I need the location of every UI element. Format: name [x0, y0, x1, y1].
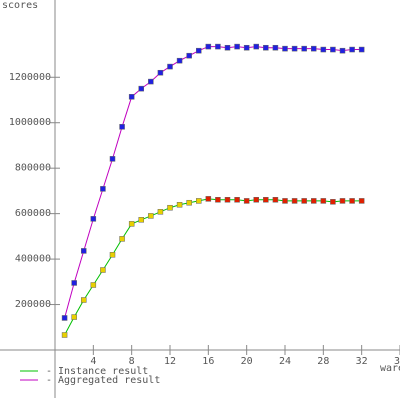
data-point [90, 216, 97, 222]
data-point [128, 94, 135, 100]
y-tick-label: 1200000 [9, 72, 51, 83]
data-point [100, 267, 106, 273]
data-point [205, 43, 212, 50]
data-point [272, 197, 279, 203]
data-point [186, 52, 192, 59]
data-point [109, 156, 116, 162]
data-point [61, 315, 68, 321]
data-point [128, 221, 135, 227]
data-point [167, 63, 173, 70]
data-point [205, 196, 212, 202]
legend-label: Aggregated result [58, 375, 160, 386]
x-tick-label: 32 [356, 356, 368, 367]
data-point [176, 57, 183, 64]
x-tick-label: 12 [164, 356, 176, 367]
data-point [291, 198, 298, 204]
data-point [358, 46, 365, 53]
y-tick-label: 200000 [15, 299, 51, 310]
data-point [330, 199, 336, 205]
data-point [224, 197, 231, 203]
legend-dash: - [46, 366, 52, 377]
data-point [119, 236, 125, 242]
data-point [358, 198, 365, 204]
data-point [349, 198, 355, 204]
data-point [138, 85, 144, 92]
x-tick-label: 36 [394, 356, 400, 367]
data-point [71, 280, 77, 286]
data-point [138, 217, 144, 223]
data-point [291, 45, 298, 52]
x-tick-label: 4 [90, 356, 96, 367]
data-point [243, 198, 250, 204]
y-axis-label: scores [2, 0, 38, 11]
series-line [64, 46, 362, 319]
data-point [196, 198, 202, 204]
data-point [176, 202, 183, 208]
data-point [272, 44, 279, 51]
data-point [320, 46, 327, 53]
data-point [215, 43, 221, 50]
data-point [243, 44, 250, 51]
y-tick-label: 1000000 [9, 117, 51, 128]
data-point [148, 213, 154, 219]
legend-label: Instance result [58, 366, 148, 377]
data-point [71, 314, 77, 320]
y-tick-label: 400000 [15, 254, 51, 265]
data-point [311, 45, 317, 52]
data-point [148, 78, 154, 85]
data-point [61, 332, 68, 338]
data-point [100, 186, 106, 192]
x-tick-label: 16 [202, 356, 214, 367]
data-point [167, 204, 173, 211]
data-point [253, 43, 259, 50]
data-point [253, 197, 259, 203]
y-tick-label: 600000 [15, 208, 51, 219]
data-point [81, 248, 87, 254]
data-point [196, 47, 202, 54]
data-point [349, 46, 355, 53]
x-tick-label: 8 [129, 356, 135, 367]
data-point [157, 209, 164, 215]
x-tick-label: 24 [279, 356, 291, 367]
data-point [215, 197, 221, 203]
data-point [109, 252, 116, 258]
data-point [339, 47, 346, 54]
data-point [81, 297, 87, 303]
data-point [330, 46, 336, 53]
y-tick-label: 800000 [15, 163, 51, 174]
data-point [282, 198, 288, 204]
data-point [157, 69, 164, 76]
data-point [234, 197, 240, 203]
data-point [301, 198, 307, 204]
data-point [234, 43, 240, 50]
data-point [90, 282, 97, 288]
data-point [224, 44, 231, 51]
x-tick-label: 20 [241, 356, 253, 367]
data-point [263, 197, 269, 203]
data-point [301, 45, 307, 52]
x-axis-label: ware [380, 363, 400, 374]
data-point [282, 45, 288, 52]
legend-dash: - [46, 375, 52, 386]
data-point [119, 124, 125, 130]
data-point [263, 44, 269, 51]
data-point [311, 198, 317, 204]
x-tick-label: 28 [317, 356, 329, 367]
data-point [186, 199, 192, 206]
data-point [339, 198, 346, 204]
series-line [64, 198, 362, 336]
data-point [320, 198, 327, 204]
